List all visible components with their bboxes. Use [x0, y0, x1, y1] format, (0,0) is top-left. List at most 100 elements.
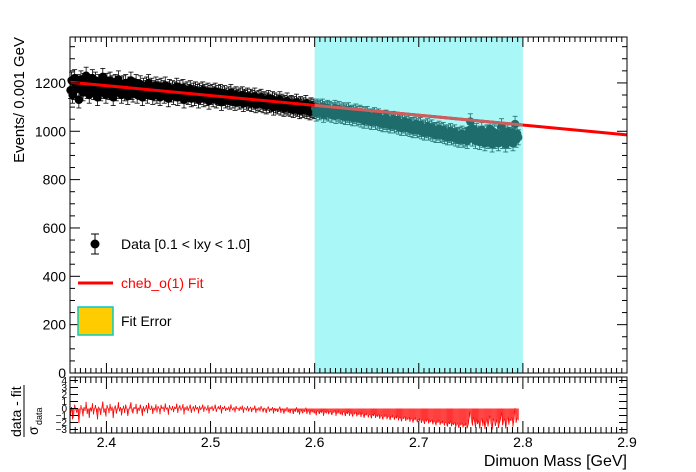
residual-y-tick-label: −3 [56, 425, 68, 436]
residual-bar [439, 408, 442, 425]
residual-bar [180, 408, 183, 411]
residual-bar [371, 408, 373, 419]
residual-bar [392, 408, 395, 420]
residual-bar [412, 408, 415, 423]
x-tick-label: 2.4 [97, 434, 117, 450]
residual-bar [128, 406, 131, 411]
residual-bar [315, 408, 318, 416]
residual-bar [387, 408, 390, 417]
residual-bar [470, 408, 472, 420]
residual-bar [424, 408, 426, 424]
residual-bar [511, 408, 514, 427]
residual-bar [290, 408, 293, 411]
residual-bar [382, 408, 385, 420]
residual-bar [337, 408, 340, 414]
residual-bar [324, 408, 326, 413]
residual-bar [451, 408, 454, 427]
residual-bar [472, 408, 474, 426]
residual-bar [263, 407, 266, 411]
residual-bar [360, 408, 363, 418]
residual-bar [408, 408, 411, 422]
residual-bar [450, 408, 452, 427]
residual-bar [361, 408, 364, 415]
residual-bar [431, 408, 434, 425]
signal-window-band [314, 37, 523, 373]
residual-bar [148, 402, 151, 409]
residual-bar [409, 408, 412, 422]
residual-bar [343, 408, 345, 414]
residual-bar [355, 408, 358, 417]
residual-bar [380, 408, 383, 417]
residual-y-tick-label: 1 [61, 397, 67, 408]
residual-bar [505, 408, 508, 429]
residual-bar [302, 408, 305, 414]
x-tick-label: 2.7 [409, 434, 429, 450]
y-tick-label: 0 [58, 365, 66, 381]
residual-bar [501, 408, 503, 426]
residual-bar [269, 408, 271, 412]
residual-bar [427, 408, 430, 424]
residual-y-tick-label: 3 [61, 383, 67, 394]
residual-bar [398, 408, 400, 421]
legend-label-data: Data [0.1 < lxy < 1.0] [121, 236, 250, 252]
y-tick-label: 800 [43, 172, 67, 188]
residual-bar [349, 408, 351, 416]
residual-bar [405, 408, 408, 422]
residual-bar [309, 408, 312, 415]
residual-bar [329, 408, 332, 413]
residual-bar [438, 408, 441, 425]
residual-bar [410, 408, 413, 420]
residual-bar [404, 408, 407, 421]
residual-bar [379, 408, 382, 419]
residual-bar [299, 408, 302, 415]
residual-bar [443, 408, 446, 426]
residual-bar [331, 408, 334, 416]
x-tick-label: 2.9 [617, 434, 637, 450]
residual-bar [98, 406, 101, 410]
residual-bar [348, 408, 350, 416]
residual-bar [359, 408, 362, 418]
residual-y-tick-label: 0 [61, 404, 67, 415]
fit-line-in-band [314, 103, 524, 127]
residual-bar [416, 408, 419, 423]
residual-bar [442, 408, 445, 426]
residual-bar [445, 408, 447, 424]
residual-bar [461, 408, 464, 428]
residual-bar [454, 408, 457, 427]
residual-bar [507, 408, 510, 425]
residual-ylabel-subscript: data [34, 407, 44, 425]
residual-bar [378, 408, 381, 419]
residual-bar [487, 408, 490, 427]
residual-bar [415, 408, 418, 423]
residual-bar [401, 408, 404, 422]
residual-bar [397, 408, 399, 421]
residual-bar [421, 408, 423, 424]
main-plot-panel: 0 200 400 600 800 1000 1200 Events/ 0.001 GeV [11, 36, 628, 381]
residual-bar [479, 408, 482, 429]
residual-bar [456, 408, 459, 425]
residual-y-tick-label: 4 [61, 376, 67, 387]
residual-bar [497, 408, 499, 428]
residual-bar [212, 407, 215, 412]
residual-bar [100, 407, 103, 415]
residual-bar [484, 408, 487, 430]
residual-bar [306, 408, 309, 414]
residual-bar [307, 408, 310, 412]
residual-bar [330, 408, 333, 416]
legend-label-fit: cheb_o(1) Fit [121, 275, 204, 291]
residual-bar [478, 408, 481, 429]
legend-item-fit-error: Fit Error [77, 306, 172, 336]
residual-y-tick-label: 2 [61, 390, 67, 401]
residual-bar [367, 408, 370, 418]
residual-bar [495, 408, 497, 426]
residual-bar [435, 408, 438, 426]
residual-bar [139, 404, 142, 410]
residual-bar [187, 407, 190, 412]
residual-bar [374, 408, 376, 418]
x-tick-label: 2.6 [305, 434, 325, 450]
residual-bar [514, 408, 517, 423]
residual-bar [491, 408, 494, 430]
residual-y-axis-label: data - fit σ data [8, 385, 44, 437]
residual-bar [326, 408, 329, 414]
